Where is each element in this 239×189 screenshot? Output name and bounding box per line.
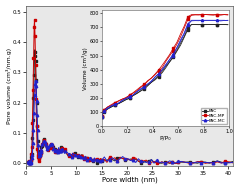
X-axis label: Pore width (nm): Pore width (nm): [102, 177, 158, 184]
Y-axis label: Pore volume (cm³/nm.g): Pore volume (cm³/nm.g): [5, 48, 11, 124]
